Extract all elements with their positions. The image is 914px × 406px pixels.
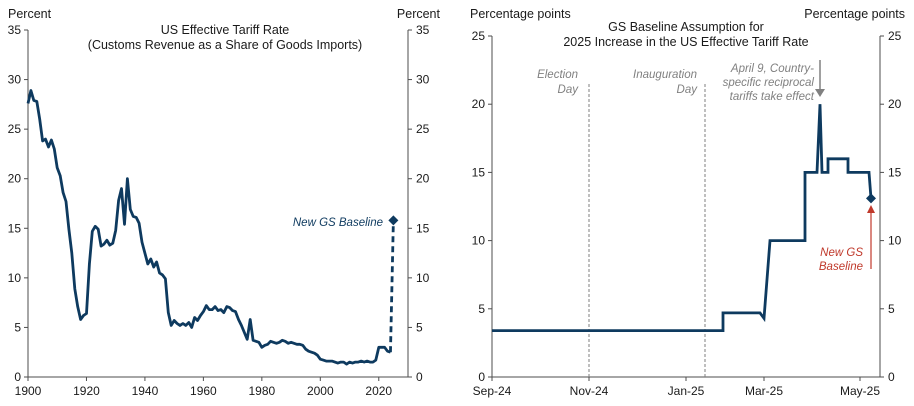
left-y-tick-label: 25 (8, 122, 22, 136)
left-chart-unit-left: Percent (8, 7, 52, 21)
right-y-tick-label-right: 25 (888, 29, 902, 43)
left-x-tick-label: 1940 (132, 384, 159, 398)
left-y-tick-label: 15 (8, 221, 22, 235)
right-chart-baseline-marker (866, 193, 876, 204)
left-chart-baseline-label: New GS Baseline (293, 217, 383, 229)
right-chart-title: GS Baseline Assumption for (608, 20, 764, 34)
right-chart: Percentage points Percentage points GS B… (470, 7, 905, 398)
left-y-tick-label-right: 10 (416, 271, 430, 285)
right-y-tick-label: 20 (472, 97, 486, 111)
april-9-label: April 9, Country- (730, 63, 814, 75)
right-baseline-arrow-head (867, 205, 875, 213)
right-x-tick-label: May-25 (840, 384, 880, 398)
left-x-tick-label: 2000 (307, 384, 334, 398)
left-y-tick-label: 10 (8, 271, 22, 285)
left-chart: Percent Percent US Effective Tariff Rate… (8, 7, 441, 398)
right-x-tick-label: Sep-24 (473, 384, 512, 398)
right-chart-y-ticks: 0 0 5 5 10 10 15 15 20 20 25 25 (472, 29, 902, 384)
right-y-tick-label: 25 (472, 29, 486, 43)
right-x-tick-label: Jan-25 (668, 384, 705, 398)
right-y-tick-label: 0 (478, 370, 485, 384)
inauguration-day-label-line2: Day (677, 84, 699, 96)
left-chart-series-line (26, 89, 391, 366)
right-y-tick-label-right: 15 (888, 165, 902, 179)
election-day-label-line2: Day (558, 84, 580, 96)
april-9-label-line2: specific reciprocal (723, 77, 815, 89)
left-y-tick-label-right: 15 (416, 221, 430, 235)
right-y-tick-label-right: 5 (888, 302, 895, 316)
right-chart-subtitle: 2025 Increase in the US Effective Tariff… (563, 35, 808, 49)
left-chart-baseline-marker (388, 215, 399, 226)
right-chart-series-line (492, 104, 873, 332)
right-chart-unit-left: Percentage points (470, 7, 571, 21)
right-x-tick-label: Nov-24 (570, 384, 609, 398)
left-chart-x-ticks: 1900 1920 1940 1960 1980 2000 2020 (15, 377, 392, 398)
right-y-tick-label: 15 (472, 165, 486, 179)
left-y-tick-label-right: 35 (416, 23, 430, 37)
left-y-tick-label: 5 (14, 320, 21, 334)
right-x-tick-label: Mar-25 (745, 384, 783, 398)
left-chart-title: US Effective Tariff Rate (161, 23, 290, 37)
left-y-tick-label-right: 30 (416, 73, 430, 87)
right-y-tick-label-right: 20 (888, 97, 902, 111)
left-y-tick-label-right: 20 (416, 172, 430, 186)
right-baseline-label: New GS (820, 247, 863, 259)
left-chart-subtitle: (Customs Revenue as a Share of Goods Imp… (88, 38, 362, 52)
left-y-tick-label-right: 0 (416, 370, 423, 384)
left-x-tick-label: 1900 (15, 384, 42, 398)
right-chart-x-ticks: Sep-24 Nov-24 Jan-25 Mar-25 May-25 (473, 377, 880, 398)
april-9-label-line3: tariffs take effect (730, 91, 815, 103)
right-baseline-label-line2: Baseline (819, 261, 863, 273)
right-y-tick-label-right: 0 (888, 370, 895, 384)
left-y-tick-label: 20 (8, 172, 22, 186)
right-y-tick-label: 5 (478, 302, 485, 316)
left-chart-unit-right: Percent (397, 7, 441, 21)
inauguration-day-label: Inauguration (633, 69, 697, 81)
left-x-tick-label: 1920 (73, 384, 100, 398)
right-chart-unit-right: Percentage points (804, 7, 905, 21)
left-chart-baseline-dashed-line (389, 220, 395, 353)
left-y-tick-label-right: 5 (416, 320, 423, 334)
left-y-tick-label: 35 (8, 23, 22, 37)
left-y-tick-label-right: 25 (416, 122, 430, 136)
right-y-tick-label: 10 (472, 234, 486, 248)
left-y-tick-label: 0 (14, 370, 21, 384)
election-day-label: Election (537, 69, 578, 81)
right-y-tick-label-right: 10 (888, 234, 902, 248)
left-y-tick-label: 30 (8, 73, 22, 87)
left-x-tick-label: 1960 (190, 384, 217, 398)
left-x-tick-label: 1980 (248, 384, 275, 398)
left-x-tick-label: 2020 (365, 384, 392, 398)
april-9-arrow-head (815, 89, 825, 97)
left-chart-y-ticks: 0 0 5 5 10 10 15 15 20 20 25 25 30 30 35 35 (8, 23, 430, 384)
